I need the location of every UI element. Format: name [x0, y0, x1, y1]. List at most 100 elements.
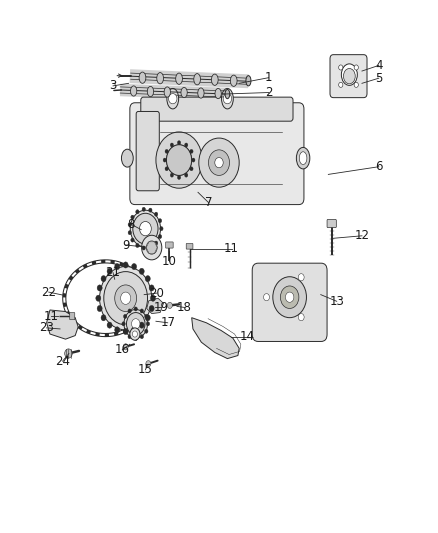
Circle shape [142, 207, 145, 212]
Circle shape [145, 314, 148, 318]
Text: 5: 5 [375, 72, 382, 85]
Circle shape [223, 94, 232, 104]
Circle shape [165, 149, 168, 154]
Circle shape [166, 145, 192, 175]
Circle shape [190, 167, 193, 171]
Text: 14: 14 [240, 330, 255, 343]
Circle shape [99, 266, 152, 330]
Circle shape [142, 246, 145, 250]
Circle shape [115, 263, 120, 270]
Ellipse shape [181, 87, 187, 98]
Circle shape [192, 158, 195, 162]
Circle shape [130, 328, 140, 340]
Text: 21: 21 [106, 266, 120, 279]
Ellipse shape [139, 72, 146, 83]
Ellipse shape [225, 90, 230, 99]
Circle shape [128, 231, 131, 235]
Ellipse shape [131, 86, 137, 96]
Circle shape [115, 327, 120, 333]
Circle shape [354, 82, 358, 87]
Circle shape [158, 235, 162, 239]
Circle shape [123, 344, 128, 350]
Circle shape [115, 285, 137, 311]
Circle shape [127, 312, 145, 335]
Circle shape [123, 328, 128, 335]
FancyBboxPatch shape [166, 242, 173, 248]
Circle shape [264, 294, 269, 301]
Circle shape [65, 349, 72, 358]
Circle shape [166, 145, 192, 175]
Circle shape [97, 305, 102, 312]
Ellipse shape [246, 76, 251, 86]
Circle shape [298, 313, 304, 321]
Circle shape [199, 138, 239, 187]
Circle shape [280, 286, 299, 309]
Text: 20: 20 [149, 287, 164, 300]
Circle shape [151, 295, 155, 301]
Text: 15: 15 [138, 364, 153, 376]
Circle shape [131, 319, 140, 329]
Circle shape [139, 268, 144, 274]
Circle shape [133, 213, 158, 244]
Circle shape [170, 173, 173, 177]
Circle shape [184, 143, 188, 147]
Circle shape [354, 65, 358, 70]
Text: 1: 1 [265, 71, 272, 84]
Circle shape [136, 210, 139, 214]
Circle shape [273, 277, 307, 318]
Text: 12: 12 [354, 229, 370, 243]
Circle shape [177, 175, 181, 180]
Circle shape [339, 82, 343, 87]
Ellipse shape [147, 86, 154, 96]
Circle shape [149, 305, 154, 312]
Circle shape [146, 241, 157, 254]
Ellipse shape [343, 68, 355, 84]
FancyBboxPatch shape [327, 220, 336, 228]
Circle shape [139, 322, 144, 328]
Text: 2: 2 [265, 86, 272, 99]
Ellipse shape [121, 149, 133, 167]
Circle shape [298, 273, 304, 281]
Circle shape [131, 238, 134, 242]
FancyBboxPatch shape [330, 55, 367, 98]
Circle shape [104, 272, 148, 325]
FancyBboxPatch shape [252, 263, 327, 342]
Ellipse shape [194, 74, 201, 85]
Circle shape [136, 244, 139, 247]
Polygon shape [192, 318, 239, 359]
Circle shape [107, 268, 112, 274]
Circle shape [156, 132, 202, 188]
Circle shape [177, 141, 181, 145]
Circle shape [165, 167, 168, 171]
Circle shape [184, 173, 188, 177]
Text: 9: 9 [122, 238, 129, 252]
Ellipse shape [212, 74, 218, 85]
Circle shape [160, 227, 163, 231]
Circle shape [124, 329, 127, 333]
Circle shape [141, 235, 162, 260]
Circle shape [190, 149, 193, 154]
Circle shape [128, 223, 131, 227]
Circle shape [96, 295, 101, 301]
FancyBboxPatch shape [186, 244, 193, 249]
Circle shape [145, 276, 150, 282]
Circle shape [101, 314, 106, 321]
FancyBboxPatch shape [141, 97, 293, 121]
Ellipse shape [164, 87, 170, 97]
Circle shape [173, 154, 184, 167]
FancyBboxPatch shape [130, 103, 304, 205]
Circle shape [208, 150, 230, 175]
Text: 8: 8 [127, 217, 134, 231]
Circle shape [170, 143, 173, 147]
Circle shape [128, 309, 131, 313]
FancyBboxPatch shape [70, 312, 75, 320]
Circle shape [124, 314, 127, 318]
Circle shape [146, 361, 151, 367]
Text: 23: 23 [39, 321, 54, 334]
Circle shape [145, 314, 150, 321]
Circle shape [148, 245, 152, 249]
Text: 22: 22 [41, 286, 56, 298]
Text: 10: 10 [162, 255, 177, 268]
Circle shape [134, 307, 138, 311]
Text: 11: 11 [224, 242, 239, 255]
